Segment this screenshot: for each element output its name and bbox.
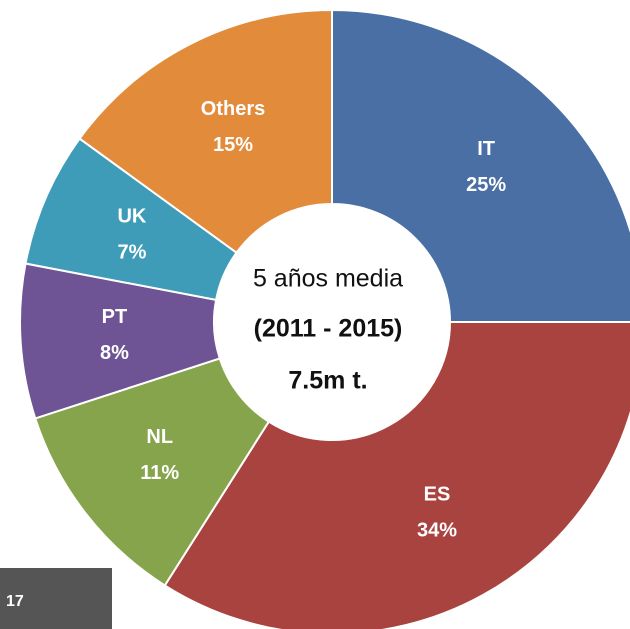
center-text: 7.5m t. bbox=[288, 367, 367, 395]
slice-value: 34% bbox=[417, 519, 457, 541]
donut-slice bbox=[331, 8, 630, 323]
donut-slice bbox=[78, 8, 333, 255]
center-text: (2011 - 2015) bbox=[254, 315, 403, 343]
slice-name: UK bbox=[117, 206, 146, 228]
footer-box bbox=[0, 568, 112, 629]
footer-tag: 17 bbox=[6, 593, 24, 610]
slice-name: IT bbox=[477, 138, 495, 160]
slice-value: 11% bbox=[140, 462, 179, 484]
slice-name: ES bbox=[424, 483, 451, 505]
slice-value: 15% bbox=[213, 134, 253, 156]
donut-slice bbox=[163, 321, 630, 629]
center-text: 5 años media bbox=[253, 265, 403, 293]
slice-value: 25% bbox=[466, 174, 506, 196]
donut-slice bbox=[34, 357, 271, 587]
slice-value: 7% bbox=[117, 242, 146, 264]
slice-name: PT bbox=[102, 306, 128, 328]
slice-name: NL bbox=[146, 426, 173, 448]
slice-value: 8% bbox=[100, 342, 129, 364]
slice-name: Others bbox=[201, 98, 265, 120]
